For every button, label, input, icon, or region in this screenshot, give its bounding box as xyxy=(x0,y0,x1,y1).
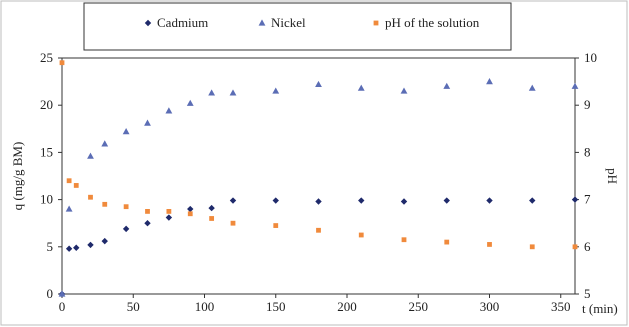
data-point-nickel xyxy=(144,119,151,126)
legend-label-ph-of-the-solution: pH of the solution xyxy=(385,15,480,30)
series-layer xyxy=(58,60,579,298)
data-point-cadmium xyxy=(122,225,130,233)
data-point-cadmium xyxy=(486,197,493,204)
data-point-nickel xyxy=(528,84,536,91)
plot-area xyxy=(61,57,576,295)
data-point-ph-of-the-solution xyxy=(401,237,407,243)
data-point-cadmium xyxy=(101,237,108,245)
data-point-nickel xyxy=(272,87,280,94)
data-point-nickel xyxy=(186,99,194,106)
x-axis: 0 50 100 150 200 250 300 350 xyxy=(59,294,571,314)
x-axis-title: t (min) xyxy=(582,301,618,316)
y-axis-left: 0 5 10 15 20 25 xyxy=(40,50,62,301)
data-point-ph-of-the-solution xyxy=(73,183,79,188)
data-point-cadmium xyxy=(65,245,73,252)
data-point-cadmium xyxy=(529,197,536,204)
data-point-ph-of-the-solution xyxy=(209,216,215,221)
data-point-ph-of-the-solution xyxy=(187,211,193,217)
series-nickel xyxy=(58,78,579,297)
data-point-ph-of-the-solution xyxy=(145,209,150,214)
data-point-nickel xyxy=(208,89,216,96)
data-point-nickel xyxy=(101,140,109,147)
data-point-nickel xyxy=(400,87,408,94)
x-tick-label: 350 xyxy=(551,299,571,314)
y-tick-label: 25 xyxy=(40,50,53,65)
legend: Cadmium Nickel pH of the solution xyxy=(144,15,480,30)
legend-marker-ph-of-the-solution xyxy=(373,20,379,26)
data-point-cadmium xyxy=(315,198,322,205)
data-point-ph-of-the-solution xyxy=(88,194,93,200)
y-axis-right: 5 6 7 8 9 10 xyxy=(575,50,597,301)
data-point-cadmium xyxy=(443,197,450,204)
data-point-nickel xyxy=(122,128,130,135)
data-point-nickel xyxy=(315,80,322,88)
data-point-cadmium xyxy=(272,197,279,204)
data-point-ph-of-the-solution xyxy=(444,239,450,245)
y-tick-label: 15 xyxy=(40,144,53,159)
data-point-cadmium xyxy=(229,197,237,204)
y2-tick-label: 7 xyxy=(584,192,591,207)
data-point-ph-of-the-solution xyxy=(572,244,578,250)
data-point-ph-of-the-solution xyxy=(66,178,72,184)
data-point-ph-of-the-solution xyxy=(316,227,321,233)
y-tick-label: 0 xyxy=(47,286,54,301)
x-tick-label: 300 xyxy=(480,299,500,314)
data-point-nickel xyxy=(357,84,365,91)
data-point-cadmium xyxy=(144,220,151,227)
y-axis-title: q (mg/g BM) xyxy=(10,142,25,211)
series-ph-of-the-solution xyxy=(59,60,578,250)
data-point-cadmium xyxy=(571,196,579,203)
legend-label-nickel: Nickel xyxy=(271,15,306,30)
data-point-nickel xyxy=(571,82,579,89)
data-point-ph-of-the-solution xyxy=(102,201,108,207)
data-point-ph-of-the-solution xyxy=(487,242,492,247)
data-point-ph-of-the-solution xyxy=(123,204,129,210)
data-point-ph-of-the-solution xyxy=(529,244,535,250)
data-point-ph-of-the-solution xyxy=(273,223,279,228)
y2-tick-label: 6 xyxy=(584,239,591,254)
legend-label-cadmium: Cadmium xyxy=(157,15,208,30)
data-point-ph-of-the-solution xyxy=(166,209,172,214)
data-point-nickel xyxy=(443,82,451,89)
data-point-cadmium xyxy=(208,204,215,212)
x-tick-label: 200 xyxy=(337,299,357,314)
y-tick-label: 20 xyxy=(40,97,53,112)
x-tick-label: 0 xyxy=(59,299,66,314)
data-point-nickel xyxy=(229,89,237,96)
legend-box xyxy=(83,2,512,51)
data-point-nickel xyxy=(486,78,493,85)
y2-tick-label: 10 xyxy=(584,50,597,65)
data-point-cadmium xyxy=(73,244,80,251)
y2-tick-label: 5 xyxy=(584,286,591,301)
x-tick-label: 100 xyxy=(195,299,215,314)
data-point-nickel xyxy=(165,107,173,114)
y-tick-label: 10 xyxy=(40,192,53,207)
data-point-ph-of-the-solution xyxy=(59,60,65,66)
data-point-nickel xyxy=(58,290,66,297)
data-point-ph-of-the-solution xyxy=(358,232,364,238)
legend-marker-cadmium xyxy=(144,19,152,27)
data-point-cadmium xyxy=(358,197,365,204)
y2-tick-label: 9 xyxy=(584,97,591,112)
data-point-ph-of-the-solution xyxy=(230,220,236,226)
data-point-nickel xyxy=(65,205,73,212)
x-tick-label: 150 xyxy=(266,299,286,314)
x-tick-label: 50 xyxy=(127,299,140,314)
legend-marker-nickel xyxy=(258,19,266,26)
data-point-cadmium xyxy=(165,214,173,221)
x-tick-label: 250 xyxy=(409,299,429,314)
data-point-cadmium xyxy=(87,241,94,249)
y2-tick-label: 8 xyxy=(584,144,591,159)
y2-axis-title: pH xyxy=(605,168,620,184)
y-tick-label: 5 xyxy=(47,239,54,254)
data-point-cadmium xyxy=(187,205,194,213)
data-point-nickel xyxy=(87,152,94,159)
data-point-cadmium xyxy=(400,198,408,205)
